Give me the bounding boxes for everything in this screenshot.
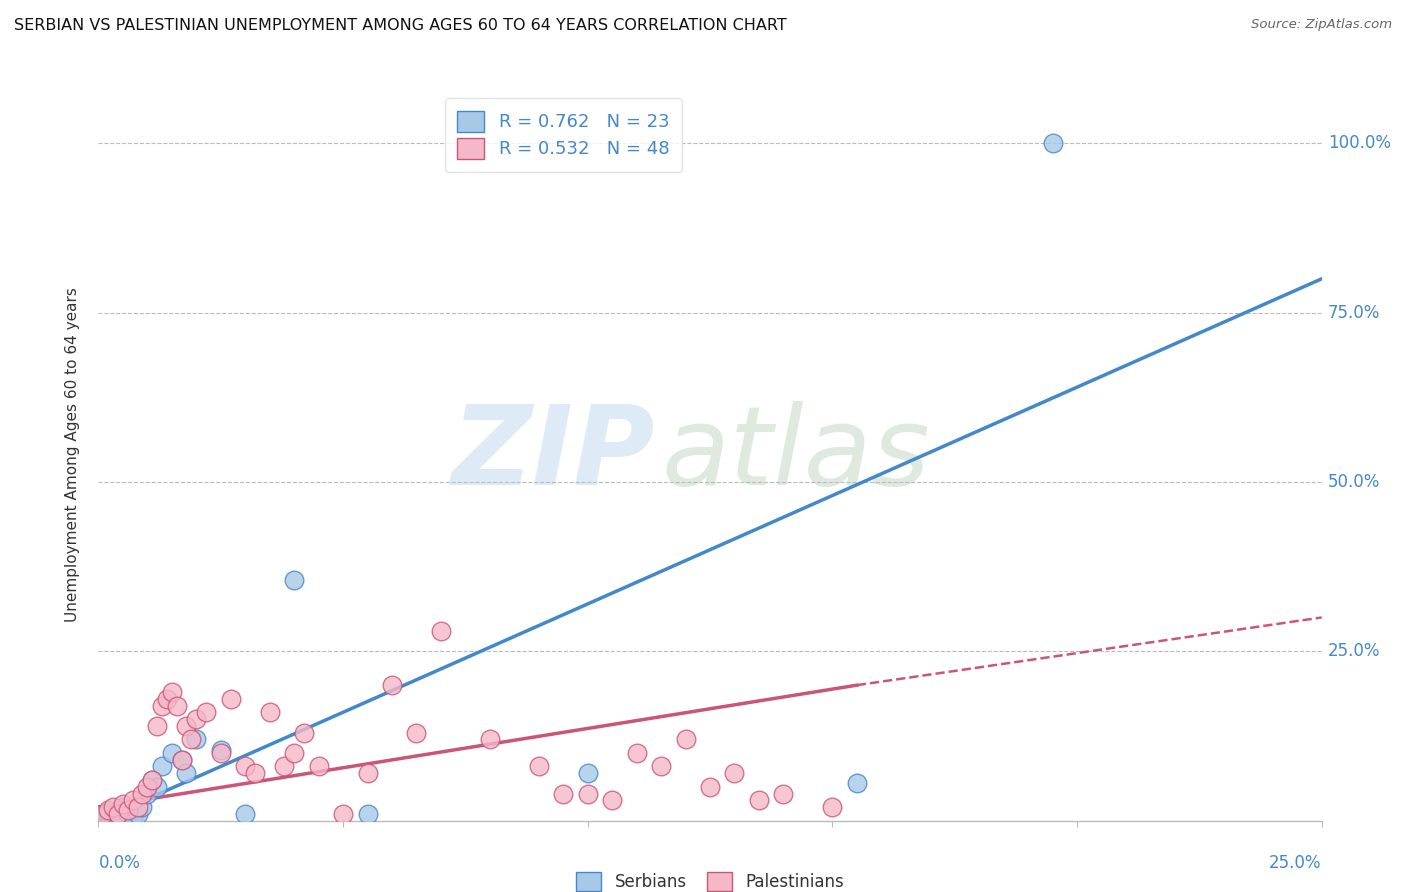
Point — [146, 719, 169, 733]
Point — [356, 806, 378, 821]
Text: 25.0%: 25.0% — [1270, 854, 1322, 871]
Point — [283, 746, 305, 760]
Text: Source: ZipAtlas.com: Source: ZipAtlas.com — [1251, 18, 1392, 31]
Point — [127, 806, 149, 821]
Point — [723, 766, 745, 780]
Point — [748, 793, 770, 807]
Point — [209, 742, 232, 756]
Point — [121, 810, 143, 824]
Point — [699, 780, 721, 794]
Point — [195, 706, 218, 720]
Point — [111, 797, 134, 811]
Point — [233, 806, 256, 821]
Point — [186, 732, 208, 747]
Point — [166, 698, 188, 713]
Point — [131, 787, 153, 801]
Point — [292, 725, 315, 739]
Point — [626, 746, 648, 760]
Point — [273, 759, 295, 773]
Point — [131, 800, 153, 814]
Point — [308, 759, 330, 773]
Point — [209, 746, 232, 760]
Point — [675, 732, 697, 747]
Point — [136, 787, 159, 801]
Point — [141, 772, 163, 787]
Point — [219, 691, 242, 706]
Point — [332, 806, 354, 821]
Point — [101, 810, 124, 824]
Text: 0.0%: 0.0% — [98, 854, 141, 871]
Point — [97, 804, 120, 818]
Text: atlas: atlas — [661, 401, 929, 508]
Point — [127, 800, 149, 814]
Point — [150, 698, 173, 713]
Point — [141, 772, 163, 787]
Point — [180, 732, 202, 747]
Legend: Serbians, Palestinians: Serbians, Palestinians — [569, 865, 851, 892]
Point — [430, 624, 453, 638]
Point — [553, 787, 575, 801]
Text: 25.0%: 25.0% — [1327, 642, 1381, 660]
Point — [156, 691, 179, 706]
Y-axis label: Unemployment Among Ages 60 to 64 years: Unemployment Among Ages 60 to 64 years — [65, 287, 80, 623]
Point — [356, 766, 378, 780]
Point — [111, 800, 134, 814]
Point — [576, 766, 599, 780]
Text: 50.0%: 50.0% — [1327, 473, 1381, 491]
Point — [117, 806, 139, 821]
Point — [821, 800, 844, 814]
Point — [233, 759, 256, 773]
Point — [845, 776, 868, 790]
Text: ZIP: ZIP — [451, 401, 655, 508]
Point — [146, 780, 169, 794]
Point — [478, 732, 501, 747]
Point — [1042, 136, 1064, 151]
Point — [186, 712, 208, 726]
Text: 75.0%: 75.0% — [1327, 303, 1381, 322]
Point — [107, 806, 129, 821]
Point — [91, 806, 114, 821]
Point — [160, 685, 183, 699]
Point — [243, 766, 266, 780]
Point — [176, 719, 198, 733]
Point — [259, 706, 281, 720]
Point — [170, 753, 193, 767]
Point — [527, 759, 550, 773]
Point — [117, 804, 139, 818]
Point — [576, 787, 599, 801]
Point — [600, 793, 623, 807]
Point — [97, 806, 120, 821]
Point — [160, 746, 183, 760]
Point — [283, 573, 305, 587]
Point — [650, 759, 672, 773]
Point — [150, 759, 173, 773]
Point — [101, 800, 124, 814]
Text: 100.0%: 100.0% — [1327, 135, 1391, 153]
Text: SERBIAN VS PALESTINIAN UNEMPLOYMENT AMONG AGES 60 TO 64 YEARS CORRELATION CHART: SERBIAN VS PALESTINIAN UNEMPLOYMENT AMON… — [14, 18, 787, 33]
Point — [121, 793, 143, 807]
Point — [381, 678, 404, 692]
Point — [170, 753, 193, 767]
Point — [107, 806, 129, 821]
Point — [405, 725, 427, 739]
Point — [176, 766, 198, 780]
Point — [772, 787, 794, 801]
Point — [136, 780, 159, 794]
